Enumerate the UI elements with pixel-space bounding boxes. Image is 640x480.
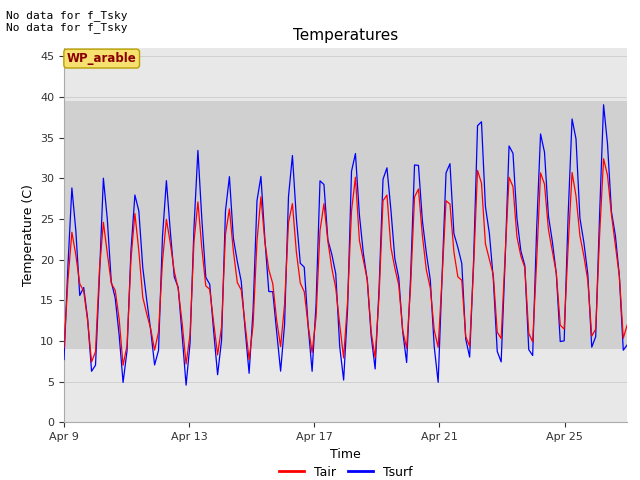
Tsurf	[600, 102, 607, 108]
Tair	[147, 326, 154, 332]
Tair	[600, 156, 607, 162]
Tair	[100, 219, 108, 225]
Tsurf	[60, 357, 68, 362]
Line: Tair: Tair	[64, 159, 627, 365]
Text: WP_arable: WP_arable	[67, 52, 136, 65]
Bar	[64, 101, 627, 349]
Legend: Tair, Tsurf: Tair, Tsurf	[273, 460, 418, 480]
Text: No data for f_Tsky
No data for f_Tsky: No data for f_Tsky No data for f_Tsky	[6, 10, 128, 33]
Tair	[60, 345, 68, 351]
Tsurf	[182, 382, 190, 388]
Tsurf	[143, 297, 150, 303]
Tsurf	[466, 354, 474, 360]
Tsurf	[100, 175, 108, 181]
Title: Temperatures: Temperatures	[293, 28, 398, 43]
Tair	[525, 330, 532, 336]
Tsurf	[623, 342, 631, 348]
Tsurf	[237, 278, 245, 284]
Line: Tsurf: Tsurf	[64, 105, 627, 385]
X-axis label: Time: Time	[330, 448, 361, 461]
Y-axis label: Temperature (C): Temperature (C)	[22, 184, 35, 286]
Tair	[237, 287, 245, 293]
Tair	[466, 343, 474, 349]
Tair	[517, 253, 525, 259]
Tair	[623, 322, 631, 328]
Tsurf	[525, 347, 532, 352]
Tair	[119, 362, 127, 368]
Tsurf	[517, 248, 525, 254]
